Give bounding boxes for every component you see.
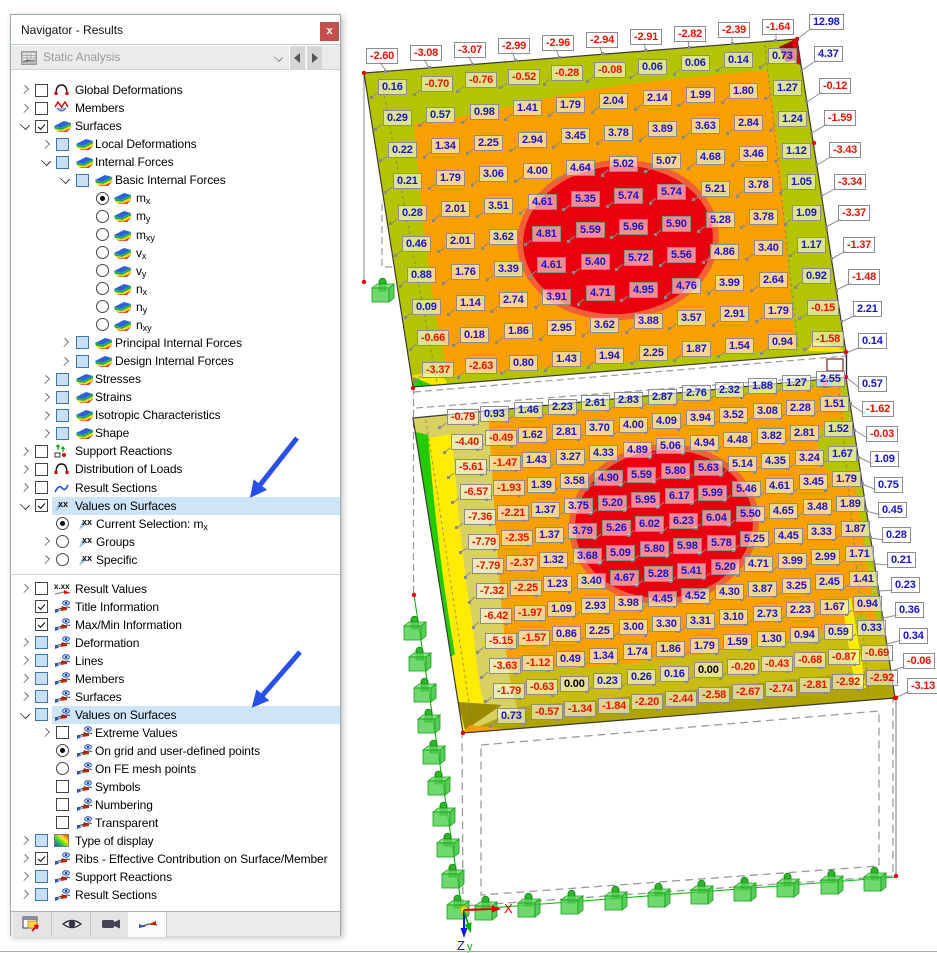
svg-text:X: X — [504, 901, 513, 916]
svg-text:x.xx: x.xx — [54, 582, 70, 591]
svg-text:xx: xx — [82, 553, 92, 563]
svg-text:Z: Z — [457, 938, 465, 953]
svg-text:xx: xx — [82, 517, 92, 527]
svg-text:xx: xx — [58, 499, 68, 509]
svg-text:xx: xx — [82, 535, 92, 545]
svg-text:y: y — [467, 941, 473, 953]
